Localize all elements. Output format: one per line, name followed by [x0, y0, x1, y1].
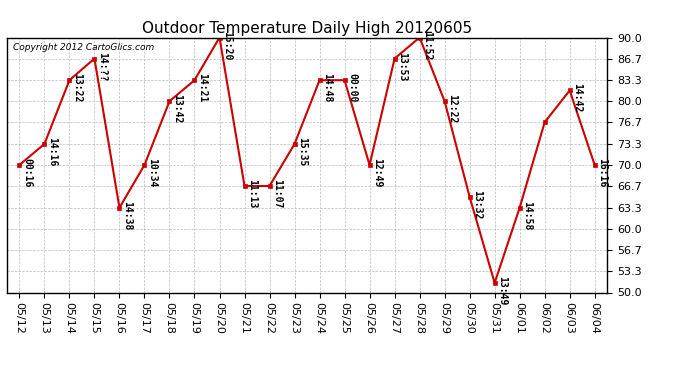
Text: Copyright 2012 CartoGlics.com: Copyright 2012 CartoGlics.com — [13, 43, 154, 52]
Text: 12:22: 12:22 — [447, 94, 457, 124]
Text: 13:32: 13:32 — [473, 190, 482, 219]
Text: 11:07: 11:07 — [273, 179, 282, 209]
Text: 11:13: 11:13 — [247, 179, 257, 209]
Text: 13:42: 13:42 — [172, 94, 182, 124]
Text: 13:22: 13:22 — [72, 73, 82, 103]
Text: 00:00: 00:00 — [347, 73, 357, 103]
Text: 00:16: 00:16 — [22, 158, 32, 188]
Title: Outdoor Temperature Daily High 20120605: Outdoor Temperature Daily High 20120605 — [142, 21, 472, 36]
Text: 14:21: 14:21 — [197, 73, 207, 103]
Text: 14:58: 14:58 — [522, 201, 533, 230]
Text: 12:49: 12:49 — [373, 158, 382, 188]
Text: 16:16: 16:16 — [598, 158, 607, 188]
Text: 14:38: 14:38 — [122, 201, 132, 230]
Text: 14:16: 14:16 — [47, 137, 57, 166]
Text: 10:34: 10:34 — [147, 158, 157, 188]
Text: 15:35: 15:35 — [297, 137, 307, 166]
Text: 13:53: 13:53 — [397, 52, 407, 81]
Text: 15:20: 15:20 — [222, 30, 233, 60]
Text: 14:48: 14:48 — [322, 73, 333, 103]
Text: 11:52: 11:52 — [422, 30, 433, 60]
Text: 14:42: 14:42 — [573, 84, 582, 113]
Text: 13:49: 13:49 — [497, 276, 507, 305]
Text: 14:??: 14:?? — [97, 52, 107, 81]
